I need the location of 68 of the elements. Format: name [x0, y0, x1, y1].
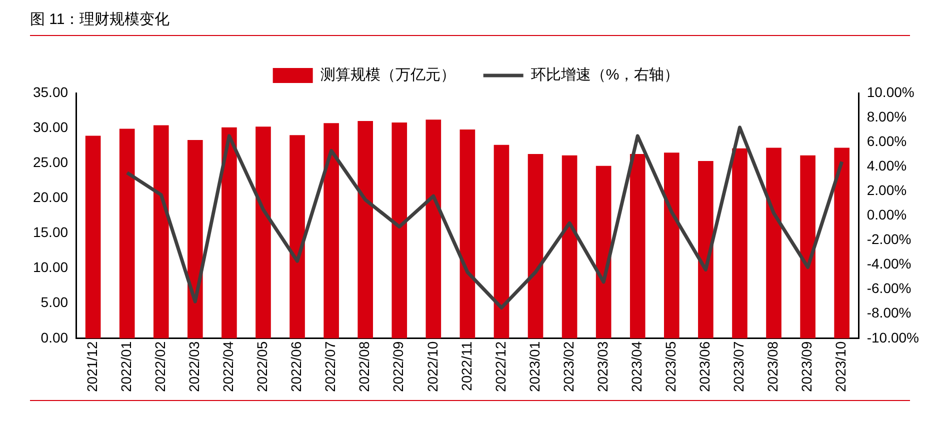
bar — [392, 122, 408, 338]
y-tick-label: 0.00 — [40, 329, 68, 346]
bar — [153, 125, 169, 338]
x-tick-label: 2021/12 — [84, 341, 100, 392]
x-tick-label: 2022/01 — [118, 341, 134, 392]
x-tick-label: 2023/07 — [730, 341, 747, 392]
x-tick-label: 2022/12 — [492, 341, 508, 392]
bar — [528, 154, 544, 338]
x-tick-label: 2023/05 — [662, 341, 679, 392]
x-tick-label: 2022/07 — [322, 341, 338, 392]
y2-tick-label: 10.00% — [866, 84, 914, 100]
x-tick-label: 2023/06 — [696, 341, 713, 392]
y-tick-label: 35.00 — [32, 84, 68, 100]
bar — [732, 148, 748, 338]
bar — [85, 136, 101, 338]
x-tick-label: 2023/01 — [526, 341, 542, 392]
x-tick-label: 2022/03 — [186, 341, 202, 392]
x-tick-label: 2022/02 — [152, 341, 168, 392]
bar — [460, 129, 476, 338]
x-tick-label: 2023/02 — [560, 341, 576, 392]
x-tick-label: 2022/09 — [390, 341, 406, 392]
bar — [494, 144, 510, 338]
bar — [358, 121, 373, 338]
y2-tick-label: -6.00% — [866, 280, 912, 296]
y2-tick-label: 2.00% — [866, 182, 907, 198]
bar — [256, 126, 271, 338]
x-tick-label: 2023/10 — [832, 341, 849, 392]
y-tick-label: 25.00 — [32, 154, 68, 170]
bar — [800, 155, 816, 338]
x-tick-label: 2023/09 — [798, 341, 815, 392]
y-tick-label: 10.00 — [32, 259, 68, 276]
y2-tick-label: 4.00% — [866, 157, 907, 174]
bar — [324, 123, 339, 338]
x-tick-label: 2023/03 — [594, 341, 610, 392]
y2-tick-label: 6.00% — [866, 132, 907, 149]
y2-tick-label: -8.00% — [866, 304, 912, 321]
bar — [426, 120, 442, 338]
x-tick-label: 2022/04 — [220, 341, 236, 392]
bar — [222, 127, 237, 338]
x-tick-label: 2022/05 — [254, 341, 270, 392]
y-tick-label: 15.00 — [32, 224, 68, 240]
x-tick-label: 2023/08 — [764, 341, 781, 392]
legend-label: 测算规模（万亿元） — [320, 66, 456, 84]
bar — [630, 154, 646, 338]
x-tick-label: 2022/06 — [288, 341, 304, 392]
y-tick-label: 30.00 — [32, 118, 68, 135]
legend-label: 环比增速（%，右轴） — [530, 66, 680, 84]
bar — [766, 148, 782, 338]
x-tick-label: 2022/10 — [424, 341, 440, 392]
y-tick-label: 20.00 — [32, 189, 68, 206]
bar — [290, 135, 305, 338]
y2-tick-label: -10.00% — [866, 329, 920, 346]
bar — [562, 155, 578, 338]
y2-tick-label: 0.00% — [866, 206, 907, 223]
bar — [188, 140, 203, 338]
y2-tick-label: -4.00% — [866, 256, 912, 272]
x-tick-label: 2022/08 — [356, 341, 372, 392]
bar — [596, 166, 612, 338]
y-tick-label: 5.00 — [40, 294, 68, 310]
x-tick-label: 2023/04 — [628, 341, 644, 392]
x-tick-label: 2022/11 — [458, 341, 474, 391]
bar — [698, 161, 714, 338]
chart-title: 图 11：理财规模变化 — [30, 10, 910, 36]
bar — [834, 148, 850, 338]
y2-tick-label: -2.00% — [866, 231, 912, 248]
bar — [119, 128, 135, 338]
bar — [664, 152, 680, 338]
y2-tick-label: 8.00% — [866, 108, 907, 124]
